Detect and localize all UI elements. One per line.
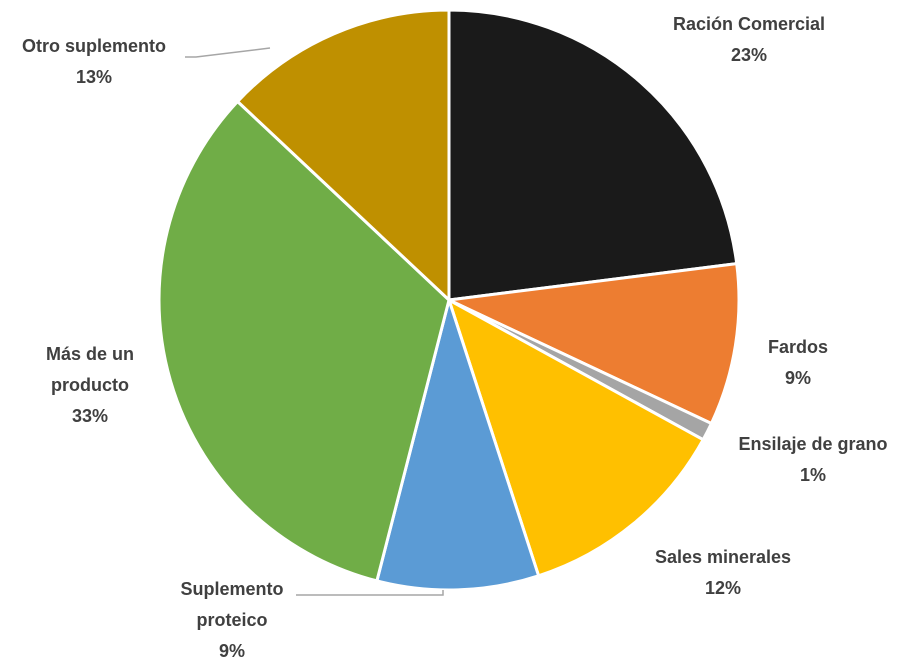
leader-line: [296, 590, 444, 596]
slice-category: Fardos: [768, 337, 828, 357]
slice-label: Ración Comercial 23%: [673, 14, 825, 65]
slice-category: Otro suplemento: [22, 36, 166, 56]
slice-labels: Ración Comercial 23% Fardos 9% Ensilaje de g…: [22, 14, 888, 661]
slice-category: Ración Comercial: [673, 14, 825, 34]
slice-label: Más de un producto 33%: [46, 344, 134, 426]
pie-slice-sales-minerales: [447, 298, 705, 578]
slice-percent: 9%: [785, 368, 811, 388]
slice-label: Suplemento proteico 9%: [180, 579, 283, 661]
slice-label: Sales minerales 12%: [655, 547, 791, 598]
slice-percent: 1%: [800, 465, 826, 485]
slice-label: Otro suplemento 13%: [22, 36, 166, 87]
pie-slices: [157, 8, 741, 592]
slice-category: proteico: [196, 610, 267, 630]
slice-percent: 13%: [76, 67, 112, 87]
slice-category: Ensilaje de grano: [738, 434, 887, 454]
slice-category: Sales minerales: [655, 547, 791, 567]
slice-category: Más de un: [46, 344, 134, 364]
slice-label: Ensilaje de grano 1%: [738, 434, 887, 485]
slice-category: producto: [51, 375, 129, 395]
leader-line: [185, 47, 271, 58]
slice-category: Suplemento: [180, 579, 283, 599]
slice-percent: 12%: [705, 578, 741, 598]
slice-percent: 23%: [731, 45, 767, 65]
slice-percent: 9%: [219, 641, 245, 661]
pie-slice-m-s-de-un-producto: [157, 99, 451, 583]
slice-percent: 33%: [72, 406, 108, 426]
pie-slice-suplemento-proteico: [375, 298, 541, 592]
pie-slice-raci-n-comercial: [447, 8, 739, 302]
pie-slice-fardos: [447, 262, 741, 425]
leader-lines: [185, 47, 444, 596]
pie-slice-otro-suplemento: [236, 8, 451, 302]
slice-label: Fardos 9%: [768, 337, 828, 388]
